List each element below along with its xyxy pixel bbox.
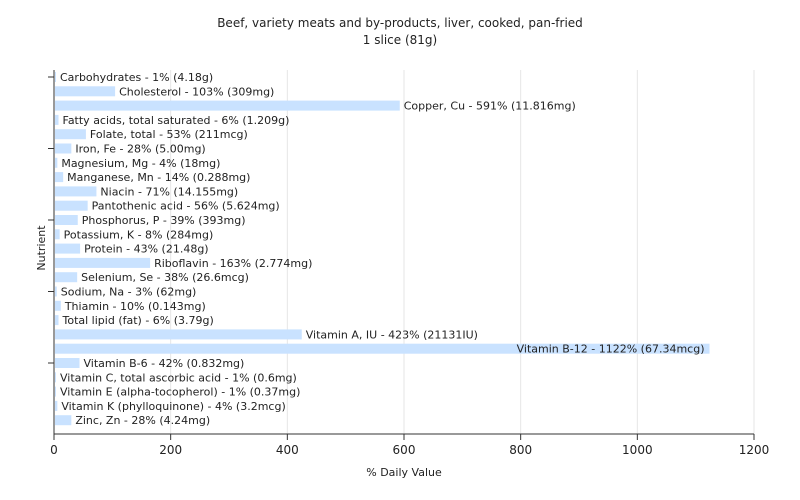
bar-label: Thiamin - 10% (0.143mg) (64, 300, 206, 313)
bar-label: Cholesterol - 103% (309mg) (119, 85, 274, 98)
bar-label: Zinc, Zn - 28% (4.24mg) (75, 414, 210, 427)
bar-label: Iron, Fe - 28% (5.00mg) (75, 143, 205, 156)
bar (55, 300, 61, 311)
bar-label: Sodium, Na - 3% (62mg) (61, 286, 197, 299)
bar (55, 272, 78, 283)
x-tick-label: 800 (509, 443, 532, 457)
bar (55, 358, 80, 368)
chart-subtitle: 1 slice (81g) (363, 33, 437, 47)
x-tick-label: 400 (276, 443, 299, 457)
bar-label: Vitamin B-12 - 1122% (67.34mcg) (517, 343, 705, 356)
bar (55, 400, 58, 411)
bar-label: Vitamin B-6 - 42% (0.832mg) (84, 357, 245, 370)
bar (55, 386, 56, 397)
bar (55, 257, 151, 268)
bars-layer: Carbohydrates - 1% (4.18g)Cholesterol - … (55, 71, 710, 427)
bar (55, 229, 60, 240)
bar-label: Magnesium, Mg - 4% (18mg) (61, 157, 220, 170)
chart-title: Beef, variety meats and by-products, liv… (217, 16, 583, 30)
bar (55, 72, 56, 82)
bar (55, 243, 81, 254)
bar (55, 143, 72, 154)
bar (55, 343, 710, 354)
bar (55, 157, 58, 168)
bar-label: Vitamin A, IU - 423% (21131IU) (306, 328, 478, 341)
x-tick-label: 600 (393, 443, 416, 457)
bar (55, 114, 59, 125)
bar (55, 286, 57, 297)
bar (55, 100, 400, 111)
x-tick-label: 1000 (622, 443, 653, 457)
x-axis-title: % Daily Value (366, 466, 442, 479)
bar (55, 372, 56, 383)
bar-label: Potassium, K - 8% (284mg) (64, 228, 214, 241)
bar (55, 186, 97, 197)
axes-layer: 0 200 400 600 800 1000 1200 (48, 70, 769, 457)
bar-label: Vitamin K (phylloquinone) - 4% (3.2mcg) (61, 400, 285, 413)
bar (55, 415, 72, 426)
bar-label: Vitamin E (alpha-tocopherol) - 1% (0.37m… (60, 386, 300, 399)
bar-label: Pantothenic acid - 56% (5.624mg) (92, 200, 280, 213)
bar-label: Niacin - 71% (14.155mg) (100, 185, 238, 198)
bar-label: Selenium, Se - 38% (26.6mcg) (81, 271, 249, 284)
grid-layer (170, 70, 755, 434)
y-axis-title: Nutrient (35, 225, 48, 271)
bar-label: Vitamin C, total ascorbic acid - 1% (0.6… (60, 371, 297, 384)
bar-label: Manganese, Mn - 14% (0.288mg) (67, 171, 250, 184)
x-tick-label: 0 (50, 443, 58, 457)
bar-label: Phosphorus, P - 39% (393mg) (82, 214, 246, 227)
bar (55, 215, 78, 225)
x-tick-label: 200 (159, 443, 182, 457)
bar-label: Copper, Cu - 591% (11.816mg) (404, 100, 576, 113)
bar-label: Folate, total - 53% (211mcg) (90, 128, 248, 141)
bar-label: Fatty acids, total saturated - 6% (1.209… (63, 114, 290, 127)
bar-label: Carbohydrates - 1% (4.18g) (60, 71, 213, 84)
x-tick-label: 1200 (739, 443, 770, 457)
bar-label: Protein - 43% (21.48g) (84, 243, 209, 256)
bar (55, 200, 88, 211)
bar (55, 315, 59, 326)
bar (55, 329, 302, 340)
bar-label: Total lipid (fat) - 6% (3.79g) (62, 314, 214, 327)
bar (55, 172, 64, 183)
bar (55, 86, 116, 97)
bar-label: Riboflavin - 163% (2.774mg) (154, 257, 312, 270)
bar (55, 129, 86, 140)
